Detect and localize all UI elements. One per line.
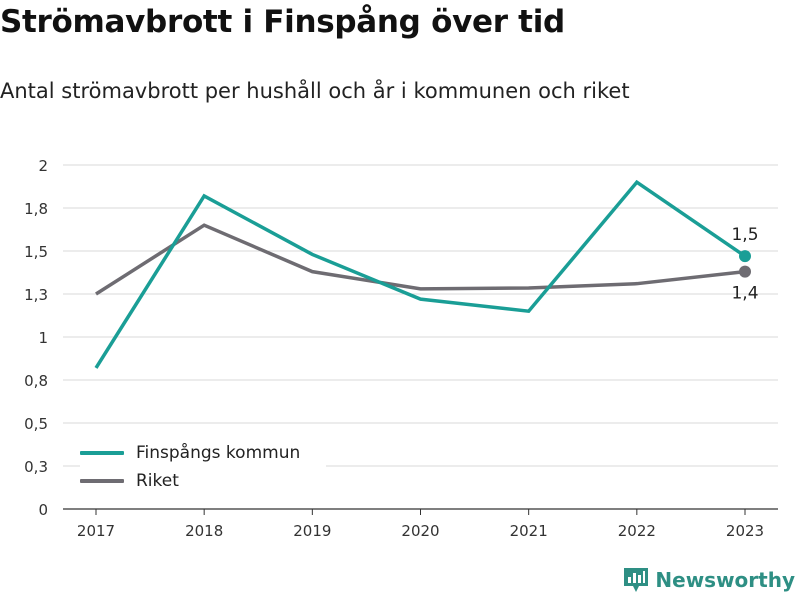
newsworthy-logo-icon <box>624 568 649 592</box>
chart-subtitle: Antal strömavbrott per hushåll och år i … <box>0 79 630 103</box>
legend-item-riket: Riket <box>80 467 318 495</box>
y-tick-label: 1,5 <box>24 243 48 261</box>
x-axis: 2017 2018 2019 2020 2021 2022 2023 <box>63 508 778 540</box>
end-value-label-finspang: 1,5 <box>731 225 758 245</box>
y-tick-label: 0 <box>38 501 48 519</box>
series-end-markers: 1,5 1,4 <box>731 225 758 303</box>
y-tick-label: 1,8 <box>24 200 48 218</box>
end-marker-finspang <box>739 250 751 263</box>
x-tick-label: 2021 <box>510 522 548 540</box>
series-lines <box>94 179 746 369</box>
brand-name: Newsworthy <box>655 568 795 592</box>
legend-swatch-riket <box>80 479 124 483</box>
end-value-label-riket: 1,4 <box>731 284 758 304</box>
x-tick-label: 2017 <box>77 522 115 540</box>
y-tick-label: 0,3 <box>24 458 48 476</box>
legend-label-finspang: Finspångs kommun <box>136 443 301 463</box>
series-line-riket <box>95 223 746 296</box>
y-tick-label: 2 <box>38 157 48 175</box>
y-tick-label: 1 <box>38 329 48 347</box>
y-tick-label: 0,5 <box>24 415 48 433</box>
gridlines <box>63 164 778 467</box>
x-tick-label: 2022 <box>618 522 656 540</box>
x-tick-label: 2023 <box>726 522 764 540</box>
x-tick-label: 2019 <box>293 522 331 540</box>
brand-logo: Newsworthy <box>623 566 795 594</box>
y-tick-label: 1,3 <box>24 286 48 304</box>
y-tick-label: 0,8 <box>24 372 48 390</box>
legend-label-riket: Riket <box>136 471 179 491</box>
chart-title: Strömavbrott i Finspång över tid <box>0 4 565 40</box>
legend-swatch-finspang <box>80 451 124 455</box>
x-tick-label: 2020 <box>401 522 439 540</box>
legend-item-finspang: Finspångs kommun <box>80 439 318 467</box>
x-tick-label: 2018 <box>185 522 223 540</box>
end-marker-riket <box>739 265 751 278</box>
y-axis-tick-labels: 0 0,3 0,5 0,8 1 1,3 1,5 1,8 2 <box>24 157 48 519</box>
legend: Finspångs kommun Riket <box>80 437 326 497</box>
series-line-finspang <box>94 179 746 369</box>
